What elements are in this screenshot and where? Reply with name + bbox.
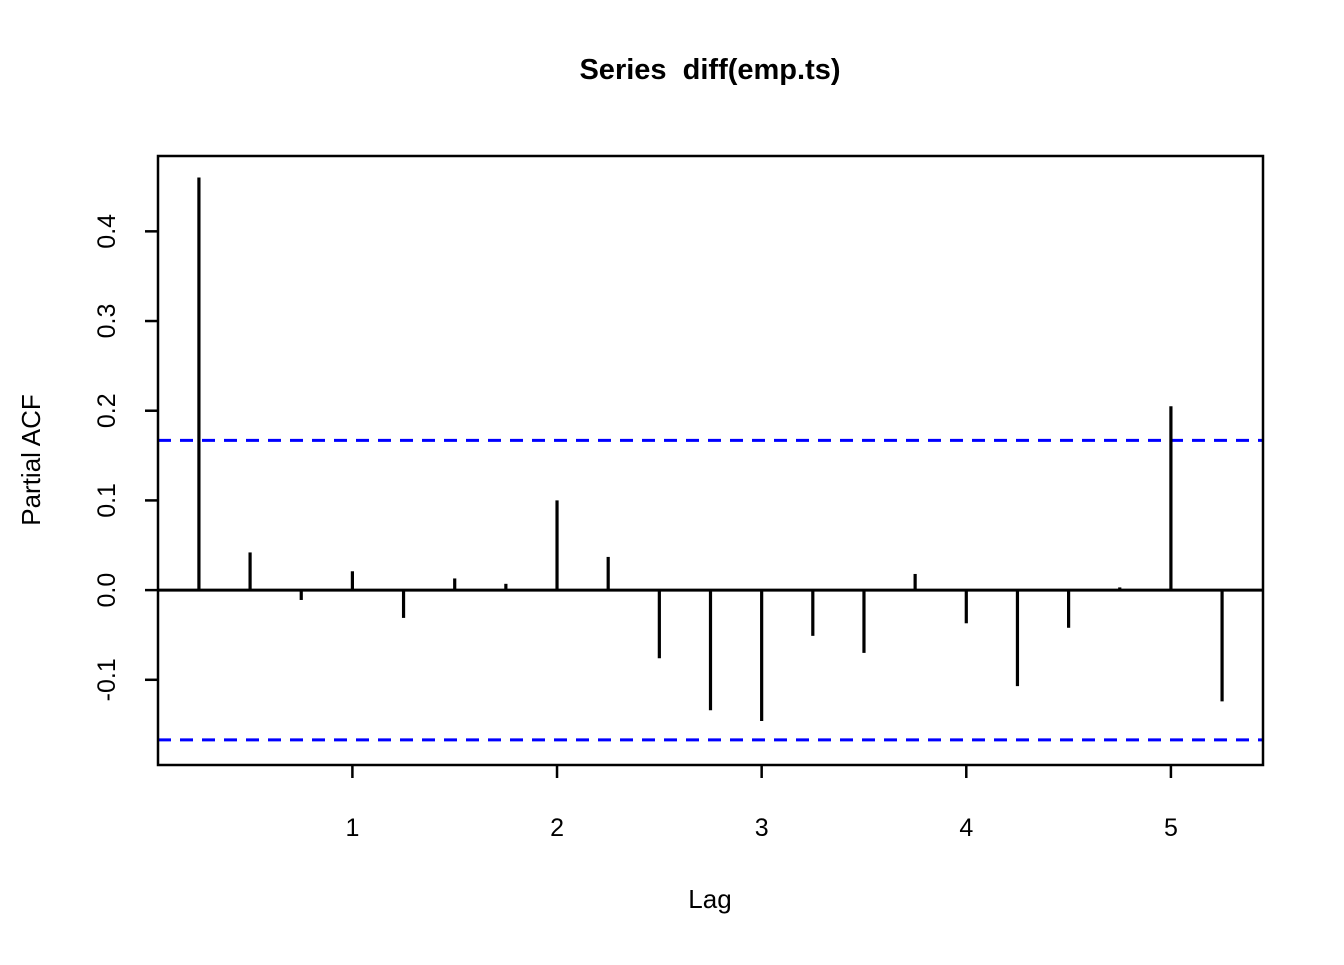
x-tick-label-4: 4 — [959, 814, 973, 842]
plot-area: 1 2 3 4 5 -0.1 0.0 0.1 0.2 0.3 0.4 — [93, 154, 1265, 842]
x-tick-label-5: 5 — [1164, 814, 1178, 842]
y-tick-label-0.1: 0.1 — [93, 483, 121, 518]
x-tick-label-2: 2 — [550, 814, 564, 842]
plot-box — [156, 154, 1265, 767]
y-tick-label-0: 0.0 — [93, 573, 121, 608]
chart-title: Series diff(emp.ts) — [579, 54, 840, 86]
y-tick-label-0.2: 0.2 — [93, 393, 121, 428]
x-tick-label-3: 3 — [755, 814, 769, 842]
y-tick-label-0.4: 0.4 — [93, 214, 121, 249]
y-axis-label: Partial ACF — [16, 394, 46, 526]
x-tick-label-1: 1 — [345, 814, 359, 842]
y-tick-label-0.3: 0.3 — [93, 304, 121, 339]
x-axis-label: Lag — [688, 884, 731, 914]
y-tick-label--0.1: -0.1 — [93, 658, 121, 701]
